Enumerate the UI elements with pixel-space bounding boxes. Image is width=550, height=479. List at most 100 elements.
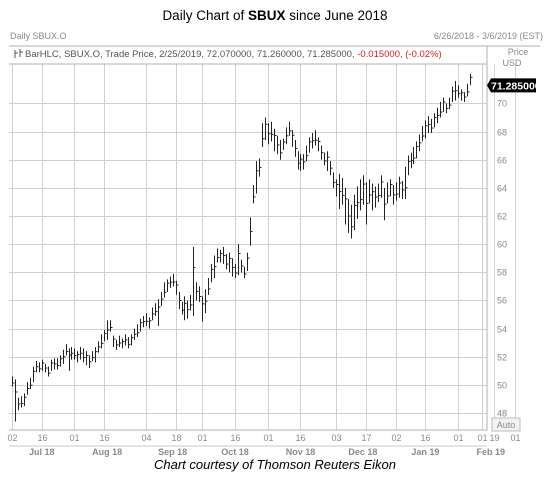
price-bar (443, 97, 446, 112)
y-tick-label: 52 (497, 353, 507, 363)
price-bar (66, 344, 69, 356)
x-day-tick-label: 03 (331, 433, 341, 443)
x-day-tick-label: 01 (477, 433, 487, 443)
price-bar (161, 292, 164, 307)
y-tick-label: 64 (497, 184, 507, 194)
price-bar (387, 182, 390, 204)
price-bar (428, 116, 431, 133)
price-bar (402, 180, 405, 200)
grid-layer (9, 64, 516, 430)
price-bar (238, 244, 241, 276)
price-bar (422, 125, 425, 142)
date-range: 6/26/2018 - 3/6/2019 (EST) (434, 31, 543, 41)
price-bar (60, 355, 63, 367)
price-bar (140, 318, 143, 332)
price-bar (36, 361, 39, 373)
price-bar (419, 134, 422, 152)
x-day-tick-label: 16 (99, 433, 109, 443)
price-bar (405, 166, 408, 200)
price-bar (134, 328, 137, 340)
price-bar (309, 137, 312, 153)
x-month-label: Jul 18 (29, 447, 55, 457)
x-month-label: Nov 18 (286, 447, 316, 457)
price-bar (303, 154, 306, 170)
price-bar (366, 182, 369, 225)
price-bar (33, 366, 36, 383)
legend: BarHLC, SBUX.O, Trade Price, 2/25/2019, … (14, 49, 442, 60)
price-bar (113, 335, 116, 347)
price-bar (57, 358, 60, 370)
price-bar (54, 358, 57, 370)
legend-change: -0.015000, (-0.02%) (357, 49, 442, 60)
auto-scale-button[interactable]: Auto (491, 417, 521, 432)
price-bar (372, 183, 375, 211)
price-bar (256, 161, 259, 194)
price-bar (416, 141, 419, 159)
price-bar (244, 266, 247, 278)
x-day-tick-label: 01 (263, 433, 273, 443)
x-day-tick-label: 16 (37, 433, 47, 443)
x-day-tick-label: 16 (295, 433, 305, 443)
price-bar (357, 186, 360, 219)
price-bar (315, 130, 318, 146)
price-bar (381, 175, 384, 198)
price-bar (396, 182, 399, 201)
y-tick-label: 60 (497, 240, 507, 250)
price-bar (74, 348, 77, 360)
price-bar (63, 349, 66, 364)
price-bar (449, 97, 452, 110)
title-prefix: Daily Chart of (162, 8, 248, 23)
price-bar (45, 363, 48, 373)
price-bar (336, 179, 339, 197)
price-bar (158, 299, 161, 326)
price-bar (184, 296, 187, 321)
price-bar (122, 338, 125, 349)
price-bar (77, 351, 80, 363)
price-bar (306, 145, 309, 162)
price-bar (125, 334, 128, 346)
price-bar (110, 320, 113, 332)
price-bar (89, 355, 92, 369)
x-day-tick-label: 01 (453, 433, 463, 443)
price-bar (378, 183, 381, 202)
legend-text: BarHLC, SBUX.O, Trade Price, 2/25/2019, … (25, 49, 442, 60)
price-bar (190, 294, 193, 311)
price-bar (98, 341, 101, 353)
y-tick-label: 66 (497, 156, 507, 166)
price-bar (39, 362, 42, 373)
price-bar (268, 123, 271, 145)
price-bar (232, 258, 235, 277)
x-day-tick-label: 19 (489, 433, 499, 443)
price-bar (12, 376, 15, 387)
legend-values: BarHLC, SBUX.O, Trade Price, 2/25/2019, … (25, 49, 357, 60)
price-bar (51, 359, 54, 371)
price-bar (116, 339, 119, 350)
x-axis-labels: 02 16 01 16 04 18 01 16 01 16 03 17 02 16 01 19 0101Jul … (7, 433, 520, 457)
price-bar (196, 282, 199, 301)
price-bar (259, 158, 262, 177)
x-month-label: Aug 18 (92, 447, 122, 457)
x-month-label: Dec 18 (348, 447, 377, 457)
price-bar (342, 178, 345, 205)
price-bar (277, 135, 280, 155)
price-bar (458, 85, 461, 98)
price-bar (92, 351, 95, 362)
auto-button-label[interactable]: Auto (497, 420, 516, 430)
price-bar (152, 307, 155, 321)
price-bar (393, 185, 396, 205)
chart-caption: Chart courtesy of Thomson Reuters Eikon (153, 457, 397, 472)
price-bar (431, 118, 434, 133)
price-bar (229, 252, 232, 273)
plot-frame (9, 45, 540, 447)
price-bar (30, 377, 33, 390)
auto-button-box[interactable] (491, 417, 521, 432)
price-bar (300, 154, 303, 171)
y-tick-label: 58 (497, 268, 507, 278)
price-bar (24, 393, 27, 407)
x-day-tick-label: 02 (7, 433, 17, 443)
last-price-badge-shape (487, 78, 536, 93)
x-day-tick-label: 01 (510, 433, 520, 443)
x-day-tick-label: 16 (420, 433, 430, 443)
title-suffix: since June 2018 (285, 8, 388, 23)
